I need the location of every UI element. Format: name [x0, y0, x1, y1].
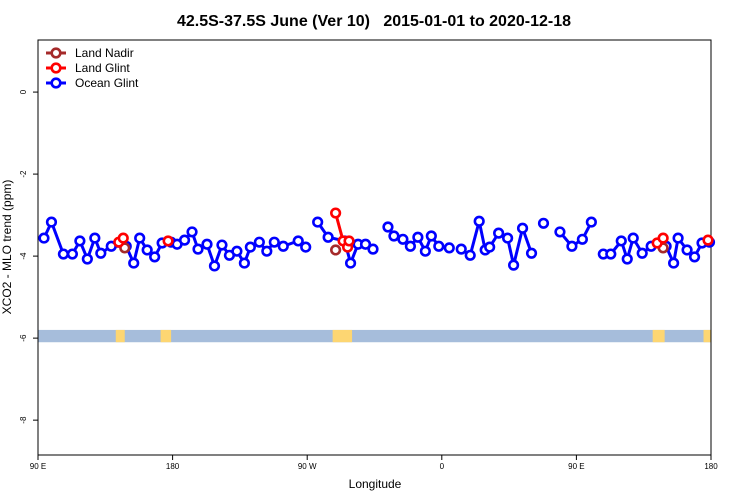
data-point: [117, 232, 129, 244]
data-point: [668, 257, 680, 269]
data-point: [244, 241, 256, 253]
legend-marker: [50, 47, 62, 59]
x-tick-label: 180: [166, 462, 180, 471]
chart-title: 42.5S-37.5S June (Ver 10) 2015-01-01 to …: [177, 13, 571, 30]
data-point: [484, 241, 496, 253]
x-tick-label: 90 E: [568, 462, 584, 471]
data-point: [330, 244, 342, 256]
data-point: [162, 235, 174, 247]
data-point: [681, 244, 693, 256]
data-point: [566, 240, 578, 252]
data-point: [464, 249, 476, 261]
data-point: [57, 248, 70, 260]
x-axis-label: Longitude: [349, 477, 402, 491]
data-point: [493, 227, 505, 239]
data-point: [95, 247, 107, 259]
data-point: [443, 242, 455, 254]
data-point: [425, 230, 437, 242]
data-point: [192, 243, 204, 255]
data-point: [300, 241, 312, 253]
land-segment: [115, 329, 125, 343]
data-point: [516, 222, 529, 234]
y-tick-label: 0: [19, 89, 28, 94]
y-tick-label: -6: [19, 334, 28, 342]
data-point: [231, 245, 243, 257]
x-tick-label: 90 W: [298, 462, 317, 471]
x-tick-label: 0: [440, 462, 445, 471]
data-point: [261, 245, 273, 257]
data-point: [412, 231, 424, 243]
data-point: [178, 234, 191, 246]
data-point: [238, 257, 250, 269]
data-point: [343, 235, 355, 247]
data-point: [702, 234, 714, 246]
data-point: [657, 232, 669, 244]
data-point: [382, 221, 394, 233]
data-point: [455, 243, 467, 255]
data-point: [388, 230, 400, 242]
data-point: [507, 259, 520, 271]
land-segment: [652, 329, 665, 343]
data-point: [576, 233, 588, 245]
data-point: [216, 239, 228, 251]
data-point: [672, 232, 684, 244]
surface-band: [38, 329, 711, 343]
data-point: [208, 260, 221, 272]
legend-label: Land Glint: [75, 61, 130, 75]
y-tick-label: -8: [19, 416, 28, 424]
data-point: [277, 240, 289, 252]
data-point: [344, 257, 357, 269]
land-segment: [160, 329, 172, 343]
data-point: [322, 231, 334, 243]
data-point: [201, 238, 213, 250]
data-point: [81, 253, 93, 265]
land-segment: [332, 329, 353, 343]
data-point: [502, 232, 514, 244]
legend-label: Ocean Glint: [75, 76, 139, 90]
data-point: [585, 216, 597, 228]
data-point: [292, 235, 304, 247]
data-point: [149, 251, 161, 263]
data-point: [404, 240, 416, 252]
data-point: [312, 216, 324, 228]
y-tick-label: -4: [19, 252, 28, 260]
data-point: [186, 226, 198, 238]
data-point: [134, 232, 146, 244]
data-point: [473, 215, 485, 227]
legend-marker: [50, 62, 62, 74]
data-point: [45, 216, 58, 228]
data-point: [419, 245, 431, 257]
data-point: [615, 235, 627, 247]
data-point: [627, 232, 639, 244]
data-point: [89, 232, 101, 244]
data-point: [397, 233, 409, 245]
data-point: [66, 248, 78, 260]
data-point: [74, 235, 86, 247]
data-point: [359, 238, 372, 250]
y-axis-label: XCO2 - MLO trend (ppm): [0, 180, 14, 315]
data-point: [128, 257, 140, 269]
data-point: [636, 247, 648, 259]
data-point: [367, 243, 379, 255]
data-point: [38, 232, 50, 244]
data-point: [268, 236, 280, 248]
legend-marker: [50, 77, 62, 89]
data-point: [621, 253, 633, 265]
data-point: [554, 226, 566, 238]
data-point: [688, 251, 701, 263]
data-point: [537, 217, 550, 229]
data-point: [141, 244, 153, 256]
data-point: [253, 236, 265, 248]
data-point: [330, 207, 342, 219]
x-tick-label: 90 E: [30, 462, 46, 471]
legend-label: Land Nadir: [75, 46, 134, 60]
y-tick-label: -2: [19, 170, 28, 178]
data-point: [605, 248, 617, 260]
data-point: [525, 247, 538, 259]
data-point: [433, 240, 445, 252]
land-segment: [703, 329, 711, 343]
x-tick-label: 180: [704, 462, 718, 471]
